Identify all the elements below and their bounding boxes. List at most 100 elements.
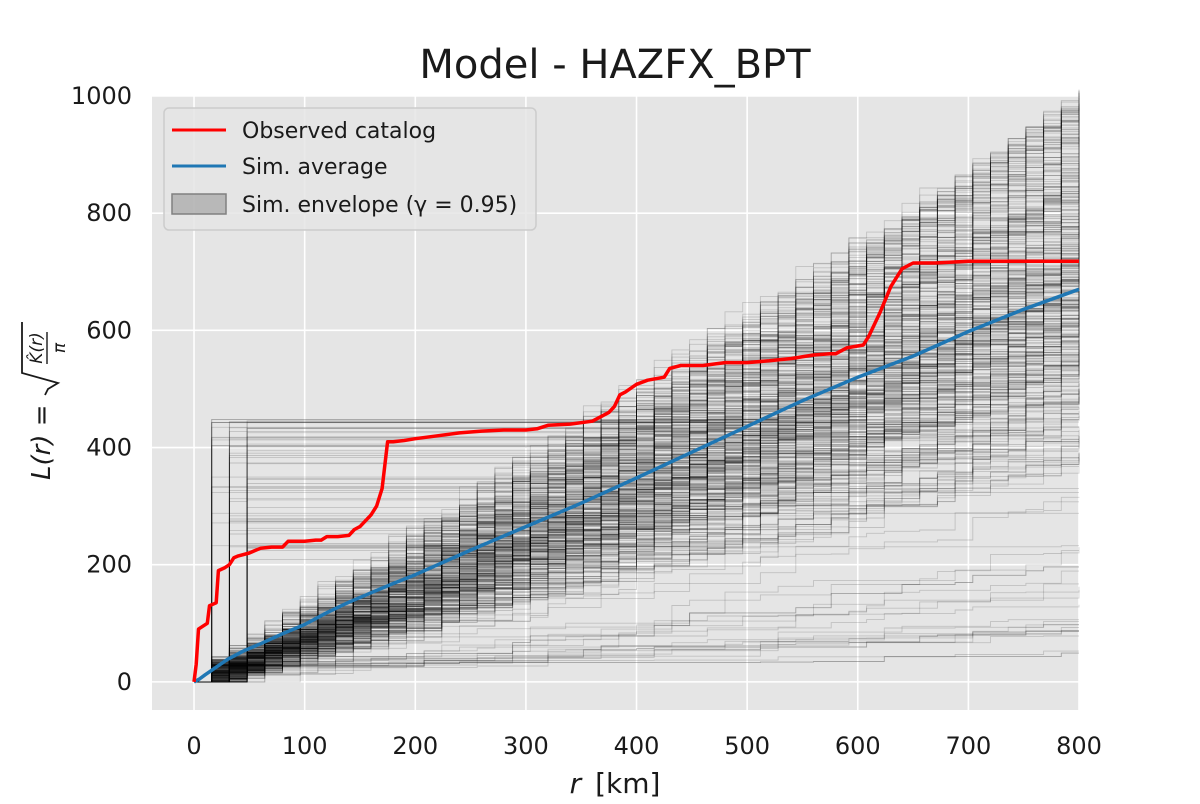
simulated-path (194, 244, 1080, 683)
simulated-path (194, 288, 1080, 683)
simulated-path (194, 104, 1080, 683)
x-tick-label: 400 (614, 732, 660, 760)
simulated-path (194, 186, 1080, 683)
simulated-path (194, 161, 1080, 683)
simulated-path (194, 358, 1080, 683)
simulated-path (194, 143, 1080, 683)
simulated-path (194, 280, 1080, 683)
simulated-path (194, 652, 1079, 683)
simulated-path (194, 213, 1080, 683)
simulated-path (194, 121, 1080, 683)
simulated-path (194, 294, 1080, 683)
simulated-path (194, 307, 1080, 683)
simulated-path (194, 225, 1080, 683)
x-tick-label: 700 (945, 732, 991, 760)
simulated-path (194, 125, 1080, 683)
legend-label-average: Sim. average (242, 155, 388, 180)
simulated-path (194, 212, 1080, 683)
simulated-path (194, 162, 1080, 683)
simulated-path (194, 301, 1080, 683)
simulated-path (194, 106, 1079, 683)
simulated-path (194, 271, 1080, 683)
simulated-path (194, 426, 1080, 683)
simulated-path (194, 260, 1080, 683)
simulated-path (194, 362, 1080, 683)
simulated-path (194, 343, 1080, 683)
simulated-path (194, 296, 1080, 683)
simulated-path (194, 324, 1080, 683)
simulated-path (194, 353, 1079, 683)
simulated-path (194, 152, 1080, 683)
simulated-path (194, 299, 1080, 683)
y-tick-label: 600 (86, 316, 132, 344)
simulated-paths (194, 89, 1080, 683)
simulated-path (194, 277, 1080, 683)
simulated-path (194, 230, 1080, 683)
simulated-path (194, 331, 1080, 683)
simulated-path (194, 201, 1080, 683)
simulated-path (194, 248, 1080, 683)
simulated-path (194, 101, 1079, 683)
simulated-path (194, 512, 1079, 683)
simulated-path (194, 358, 1080, 683)
simulated-path (194, 243, 1079, 683)
simulated-path (194, 322, 1080, 683)
simulated-path (194, 174, 1080, 683)
simulated-path (194, 307, 1079, 683)
simulated-path (194, 92, 1080, 683)
simulated-path (194, 114, 1080, 683)
simulated-path (194, 374, 1080, 683)
simulated-path (194, 400, 1079, 683)
simulated-path (194, 226, 1080, 683)
simulated-path (194, 363, 1080, 683)
simulated-path (194, 333, 1080, 683)
sqrt-sign (21, 322, 61, 396)
simulated-path (194, 290, 1080, 683)
simulated-path (194, 323, 1079, 683)
simulated-path (194, 414, 1080, 683)
simulated-path (194, 445, 1079, 683)
simulated-path (194, 379, 1079, 683)
simulated-path (194, 204, 1080, 683)
simulated-path (194, 258, 1080, 683)
simulated-path (194, 383, 1080, 683)
simulated-path (194, 298, 1079, 683)
simulated-path (194, 184, 1080, 683)
simulated-path (194, 325, 1080, 683)
simulated-path (194, 627, 1079, 683)
simulated-path (194, 191, 1080, 683)
simulated-path (194, 137, 1079, 683)
simulated-path (194, 106, 1080, 683)
simulated-path (194, 226, 1080, 683)
chart-title: Model - HAZFX_BPT (419, 42, 811, 88)
simulated-path (194, 197, 1080, 683)
simulated-path (194, 252, 1080, 683)
simulated-path (194, 117, 1080, 683)
simulated-path (194, 453, 1080, 683)
simulated-path (194, 278, 1079, 683)
simulated-path (194, 108, 1080, 683)
x-axis-var: r (570, 767, 583, 800)
simulated-path (194, 426, 1079, 683)
simulated-path (194, 189, 1080, 683)
simulated-path (194, 164, 1080, 683)
simulated-path (194, 278, 1079, 683)
simulated-path (194, 289, 1079, 683)
simulated-path (194, 302, 1080, 683)
simulated-path (194, 263, 1079, 683)
simulated-path (194, 244, 1080, 683)
simulated-path (194, 365, 1079, 683)
simulated-path (194, 229, 1080, 683)
simulated-path (194, 624, 1079, 683)
simulated-path (194, 382, 1080, 683)
simulated-path (194, 438, 1079, 683)
simulated-path (194, 276, 1079, 683)
simulated-path (194, 307, 1080, 683)
simulated-path (194, 217, 1080, 683)
simulated-path (194, 316, 1080, 683)
simulated-path (194, 128, 1080, 683)
simulated-path (194, 246, 1080, 683)
simulated-path (194, 349, 1080, 683)
simulated-path (194, 216, 1080, 683)
simulated-path (194, 132, 1080, 683)
